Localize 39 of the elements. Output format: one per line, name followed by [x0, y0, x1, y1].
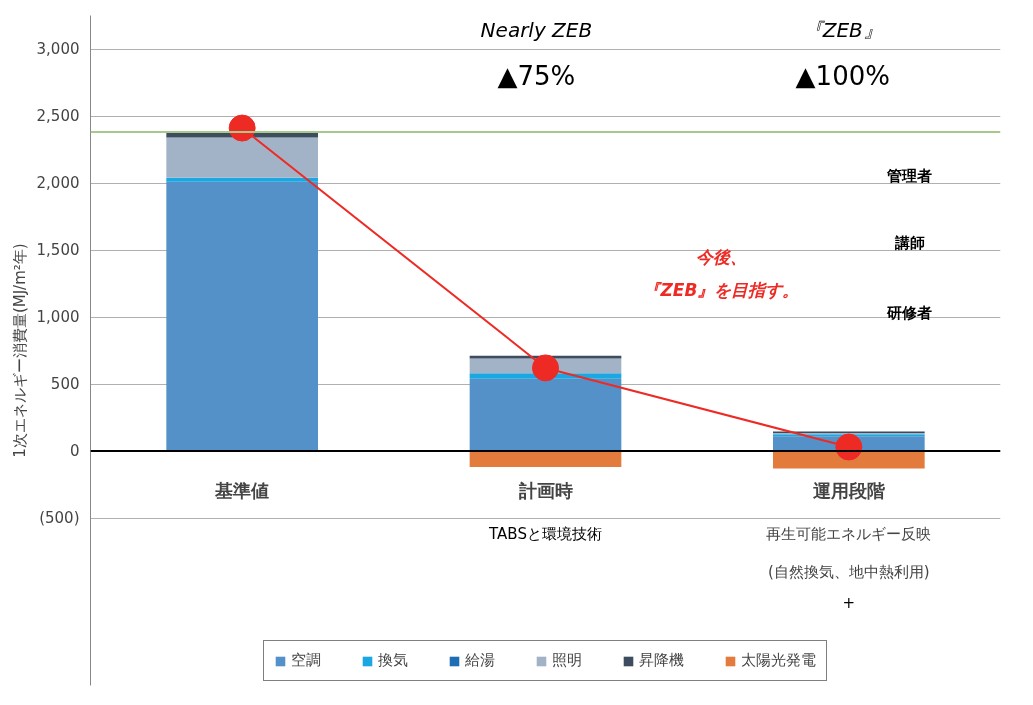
annotation: 講師 — [893, 234, 925, 253]
annotation: 『ZEB』を目指す。 — [643, 280, 800, 301]
x-tick-label: 計画時 — [517, 480, 573, 502]
annotation: ▲75% — [497, 60, 576, 91]
y-tick-label: 2,500 — [36, 107, 80, 125]
legend-label: 空調 — [291, 651, 321, 670]
y-tick-label: 3,000 — [36, 40, 80, 58]
annotation: 今後、 — [695, 246, 747, 267]
y-tick-label: (500) — [39, 509, 80, 527]
annotation: + — [842, 594, 856, 613]
legend-label: 照明 — [552, 651, 582, 670]
y-tick-label: 2,000 — [36, 174, 80, 192]
legend-label: 給湯 — [465, 651, 495, 670]
y-tick-label: 1,000 — [36, 308, 80, 326]
annotation: 研修者 — [886, 303, 932, 322]
bar — [166, 177, 318, 182]
y-tick-label: 1,500 — [36, 241, 80, 259]
bar — [166, 181, 318, 451]
legend-label: 昇降機 — [639, 651, 684, 670]
point — [228, 114, 256, 142]
bar — [166, 137, 318, 178]
annotation: (自然換気、地中熱利用) — [767, 562, 930, 581]
x-tick-label: 運用段階 — [811, 480, 886, 502]
annotation: 『ZEB』 — [802, 18, 883, 43]
point — [835, 433, 863, 461]
annotation: Nearly ZEB — [480, 18, 593, 43]
annotation: TABSと環境技術 — [488, 525, 602, 544]
x-tick-label: 基準値 — [214, 480, 270, 502]
bar — [469, 378, 622, 451]
annotation: 管理者 — [886, 167, 932, 186]
annotation: 再生可能エネルギー反映 — [766, 525, 932, 544]
y-axis-title: 1次エネルギー消費量(MJ/m²年) — [10, 243, 29, 458]
annotation: ▲100% — [795, 60, 890, 91]
bar — [469, 451, 622, 468]
legend-label: 太陽光発電 — [741, 651, 816, 670]
y-tick-label: 500 — [50, 375, 80, 393]
point — [532, 354, 559, 382]
legend-label: 換気 — [378, 651, 408, 670]
y-tick-label: 0 — [69, 442, 80, 460]
